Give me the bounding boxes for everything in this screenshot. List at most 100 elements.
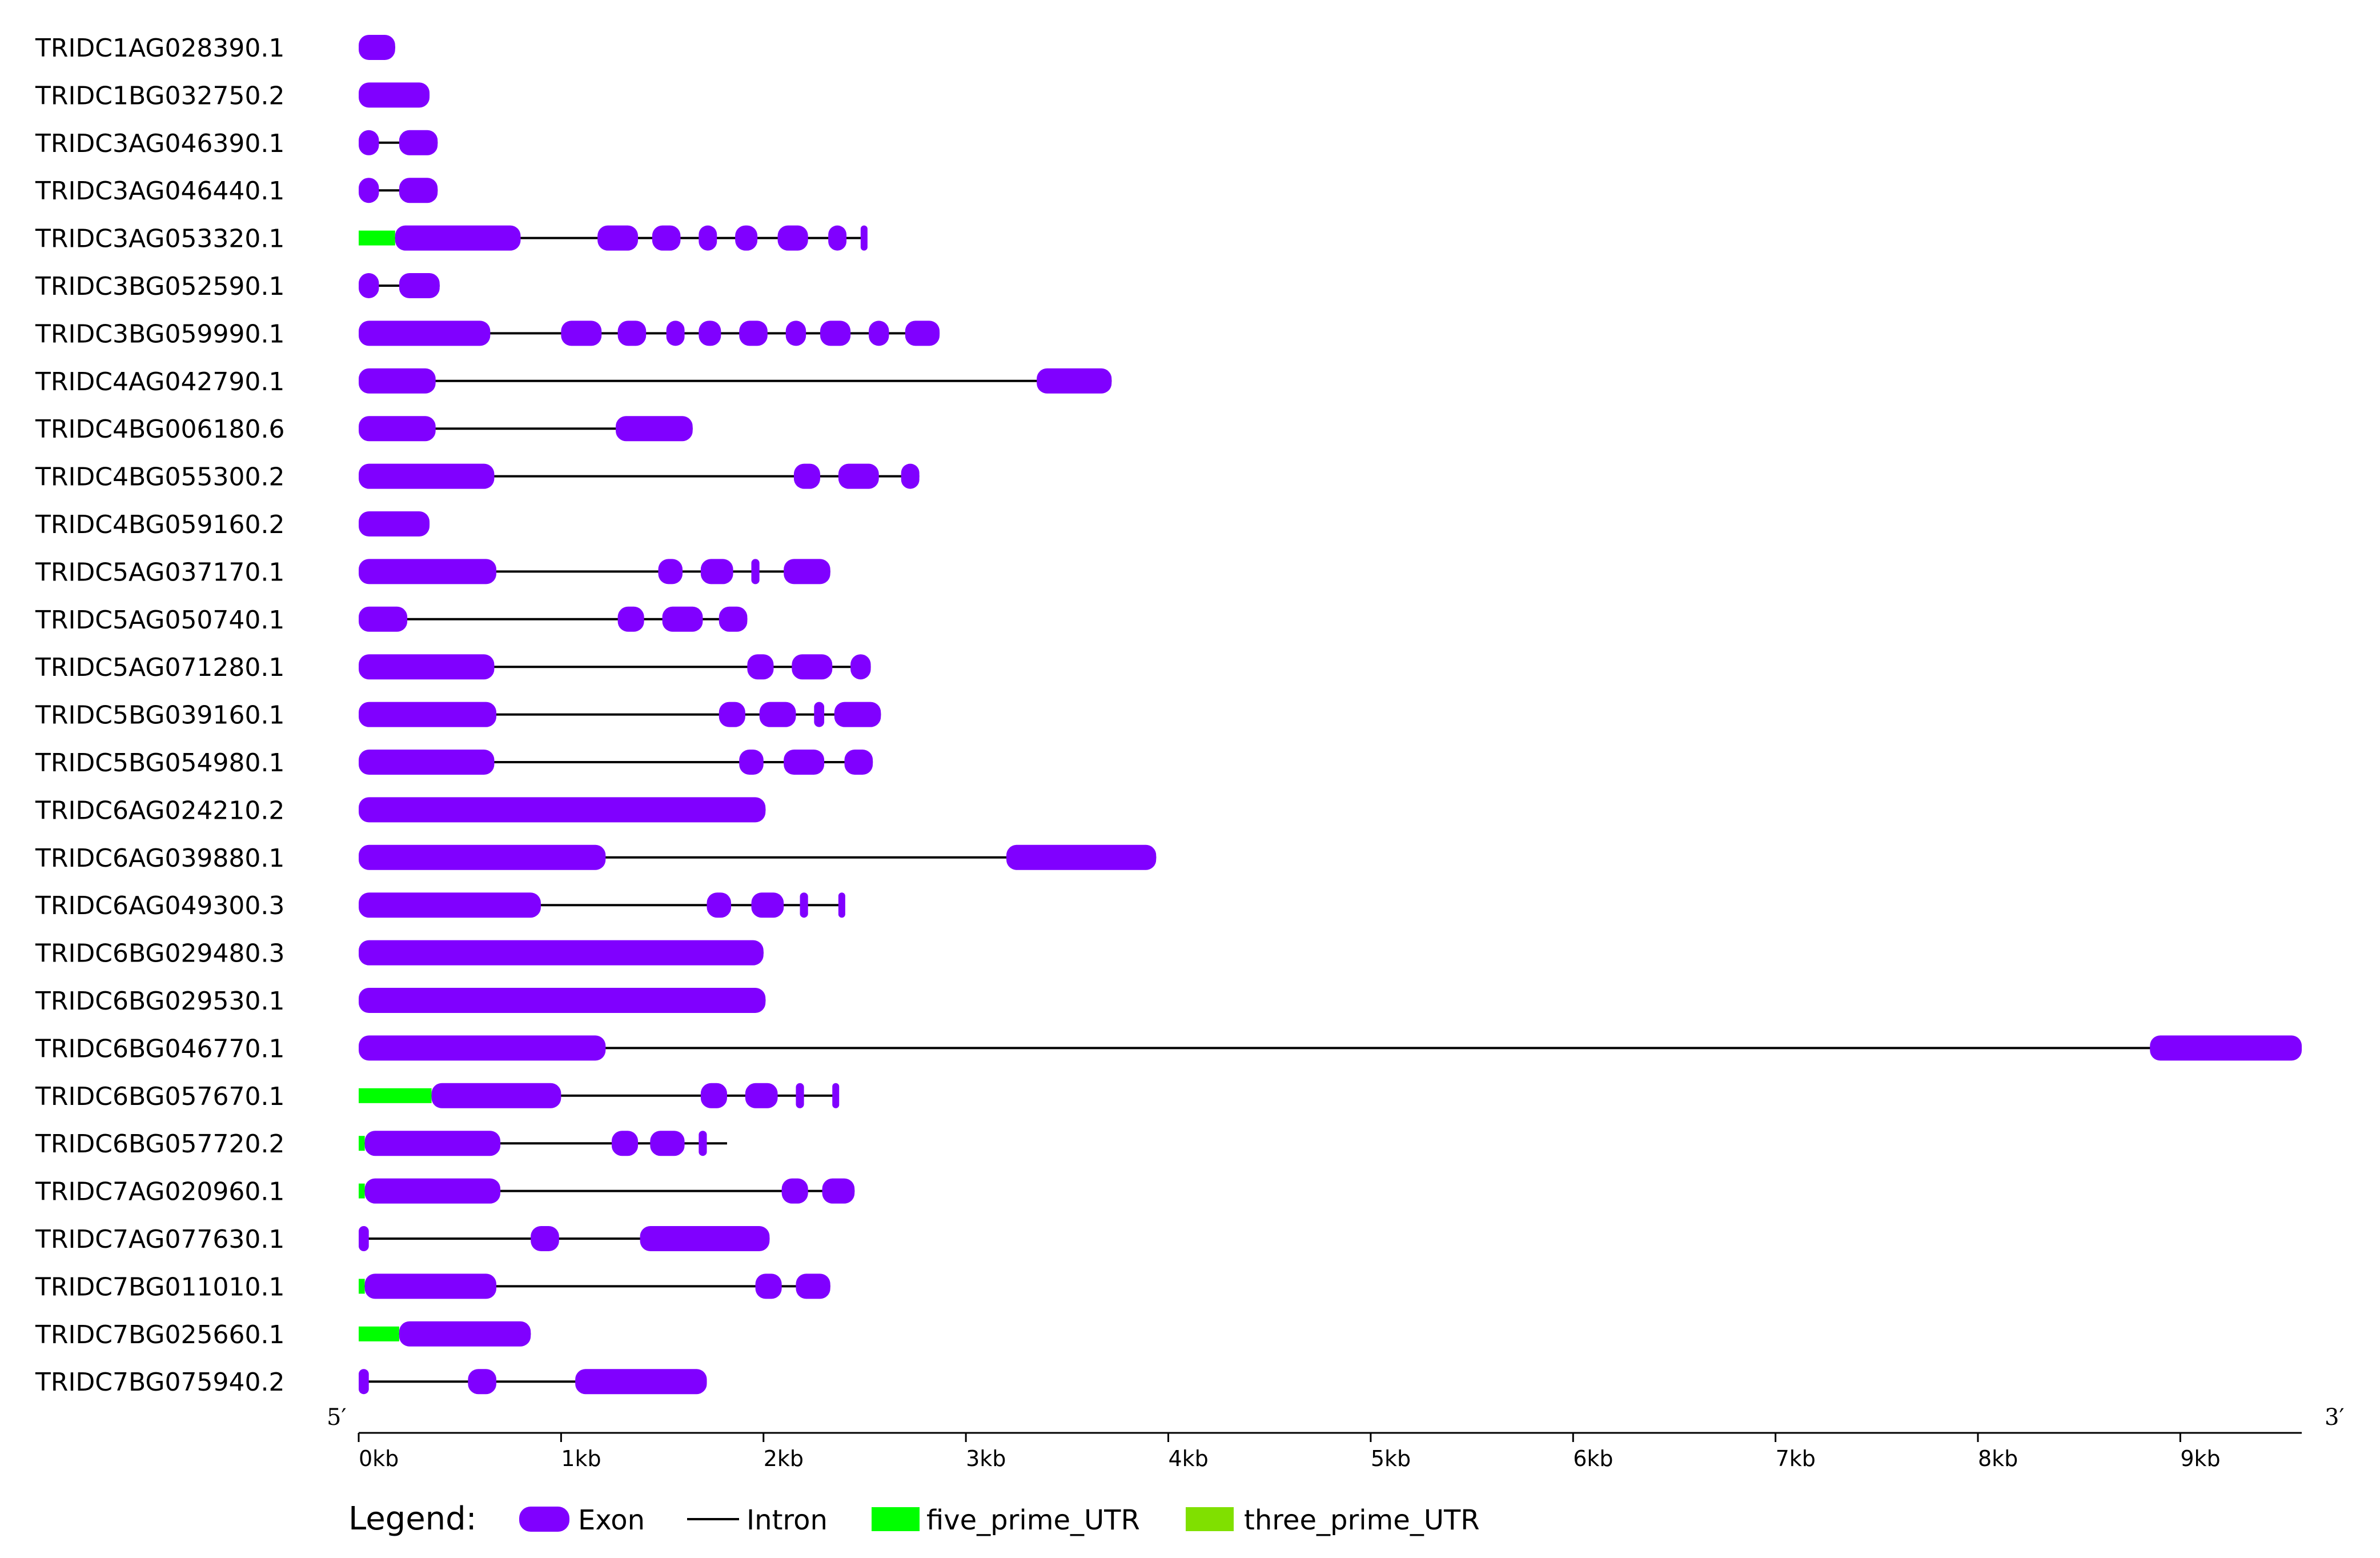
exon	[792, 654, 833, 680]
gene-row: TRIDC3AG046390.1	[35, 129, 438, 158]
x-tick-label: 4kb	[1169, 1446, 1209, 1471]
exon	[739, 321, 768, 346]
gene-name-label: TRIDC7BG025660.1	[35, 1320, 284, 1349]
gene-row: TRIDC4BG059160.2	[35, 510, 430, 539]
exon	[784, 559, 830, 584]
exon	[814, 702, 825, 727]
gene-name-label: TRIDC6BG029480.3	[35, 939, 284, 968]
gene-name-label: TRIDC6AG049300.3	[35, 891, 284, 920]
gene-row: TRIDC5AG071280.1	[35, 653, 871, 682]
exon	[800, 892, 808, 918]
gene-row: TRIDC6BG046770.1	[35, 1034, 2302, 1063]
gene-name-label: TRIDC6AG039880.1	[35, 844, 284, 873]
exon	[359, 321, 491, 346]
exon	[359, 702, 496, 727]
x-axis: 5′ 3′ 0kb 1kb 2kb 3kb 4kb 5kb 6kb 7kb 8kb 9kb	[327, 1404, 2345, 1471]
exon	[431, 1083, 561, 1108]
gene-name-label: TRIDC5BG054980.1	[35, 748, 284, 778]
exon	[359, 606, 408, 632]
exon	[2150, 1035, 2302, 1061]
exon	[616, 416, 693, 442]
exon	[359, 35, 395, 60]
x-tick-label: 7kb	[1776, 1446, 1816, 1471]
exon	[781, 1178, 808, 1204]
exon	[359, 1369, 369, 1395]
gene-name-label: TRIDC1BG032750.2	[35, 81, 284, 110]
three-prime-label: 3′	[2325, 1404, 2345, 1431]
exon	[1037, 368, 1112, 394]
exon	[359, 511, 430, 536]
gene-name-label: TRIDC4AG042790.1	[35, 367, 284, 396]
exon	[359, 463, 495, 489]
exon	[399, 273, 440, 298]
exon	[838, 892, 845, 918]
gene-name-label: TRIDC6BG029530.1	[35, 987, 284, 1016]
gene-name-label: TRIDC4BG006180.6	[35, 415, 284, 444]
exon	[617, 606, 644, 632]
exon	[359, 654, 495, 680]
gene-name-label: TRIDC1AG028390.1	[35, 34, 284, 63]
exon	[359, 178, 379, 203]
exon	[860, 225, 868, 251]
exon	[359, 892, 541, 918]
gene-name-label: TRIDC6BG057720.2	[35, 1130, 284, 1159]
gene-row: TRIDC7BG011010.1	[35, 1272, 830, 1301]
exon	[747, 654, 774, 680]
exon	[838, 463, 879, 489]
exon	[359, 988, 766, 1013]
exon	[719, 606, 748, 632]
gene-name-label: TRIDC6BG046770.1	[35, 1034, 284, 1063]
gene-row: TRIDC7BG025660.1	[35, 1320, 531, 1349]
gene-row: TRIDC7AG077630.1	[35, 1225, 770, 1254]
exon	[784, 750, 825, 775]
exon	[399, 130, 438, 155]
exon	[699, 321, 721, 346]
exon	[399, 178, 438, 203]
exon	[359, 1035, 606, 1061]
gene-row: TRIDC1AG028390.1	[35, 34, 395, 63]
gene-row: TRIDC3BG059990.1	[35, 319, 940, 349]
exon	[364, 1273, 496, 1299]
exon	[751, 892, 784, 918]
x-tick-label: 0kb	[359, 1446, 399, 1471]
exon	[844, 750, 873, 775]
exon	[699, 1131, 707, 1156]
gene-row: TRIDC6AG049300.3	[35, 891, 845, 920]
gene-row: TRIDC3AG053320.1	[35, 225, 868, 254]
exon	[359, 940, 764, 966]
gene-name-label: TRIDC6AG024210.2	[35, 796, 284, 825]
exon	[597, 225, 639, 251]
legend: Legend: Exon Intron five_prime_UTR three…	[348, 1500, 1480, 1537]
five-prime-utr	[359, 1136, 365, 1151]
exon	[364, 1131, 501, 1156]
exon	[905, 321, 940, 346]
exon	[796, 1273, 830, 1299]
legend-three-prime-utr-swatch	[1186, 1507, 1234, 1531]
exon	[739, 750, 764, 775]
x-tick-label: 8kb	[1978, 1446, 2018, 1471]
gene-row: TRIDC5AG050740.1	[35, 606, 748, 635]
exon	[650, 1131, 685, 1156]
exon	[359, 750, 495, 775]
exon	[834, 702, 881, 727]
x-tick-label: 3kb	[966, 1446, 1006, 1471]
five-prime-utr	[359, 1183, 365, 1199]
exon	[793, 463, 820, 489]
exon	[735, 225, 758, 251]
exon	[359, 273, 379, 298]
exon	[719, 702, 745, 727]
exon	[359, 82, 430, 108]
gene-name-label: TRIDC5AG050740.1	[35, 606, 284, 635]
gene-name-label: TRIDC6BG057670.1	[35, 1082, 284, 1111]
exon	[658, 559, 683, 584]
five-prime-utr	[359, 1279, 365, 1294]
gene-name-label: TRIDC7BG075940.2	[35, 1368, 284, 1397]
exon	[359, 416, 436, 442]
exon	[652, 225, 681, 251]
exon	[869, 321, 889, 346]
gene-row: TRIDC6BG057670.1	[35, 1082, 840, 1111]
exon	[662, 606, 703, 632]
gene-name-label: TRIDC7BG011010.1	[35, 1272, 284, 1301]
gene-name-label: TRIDC3BG052590.1	[35, 272, 284, 301]
